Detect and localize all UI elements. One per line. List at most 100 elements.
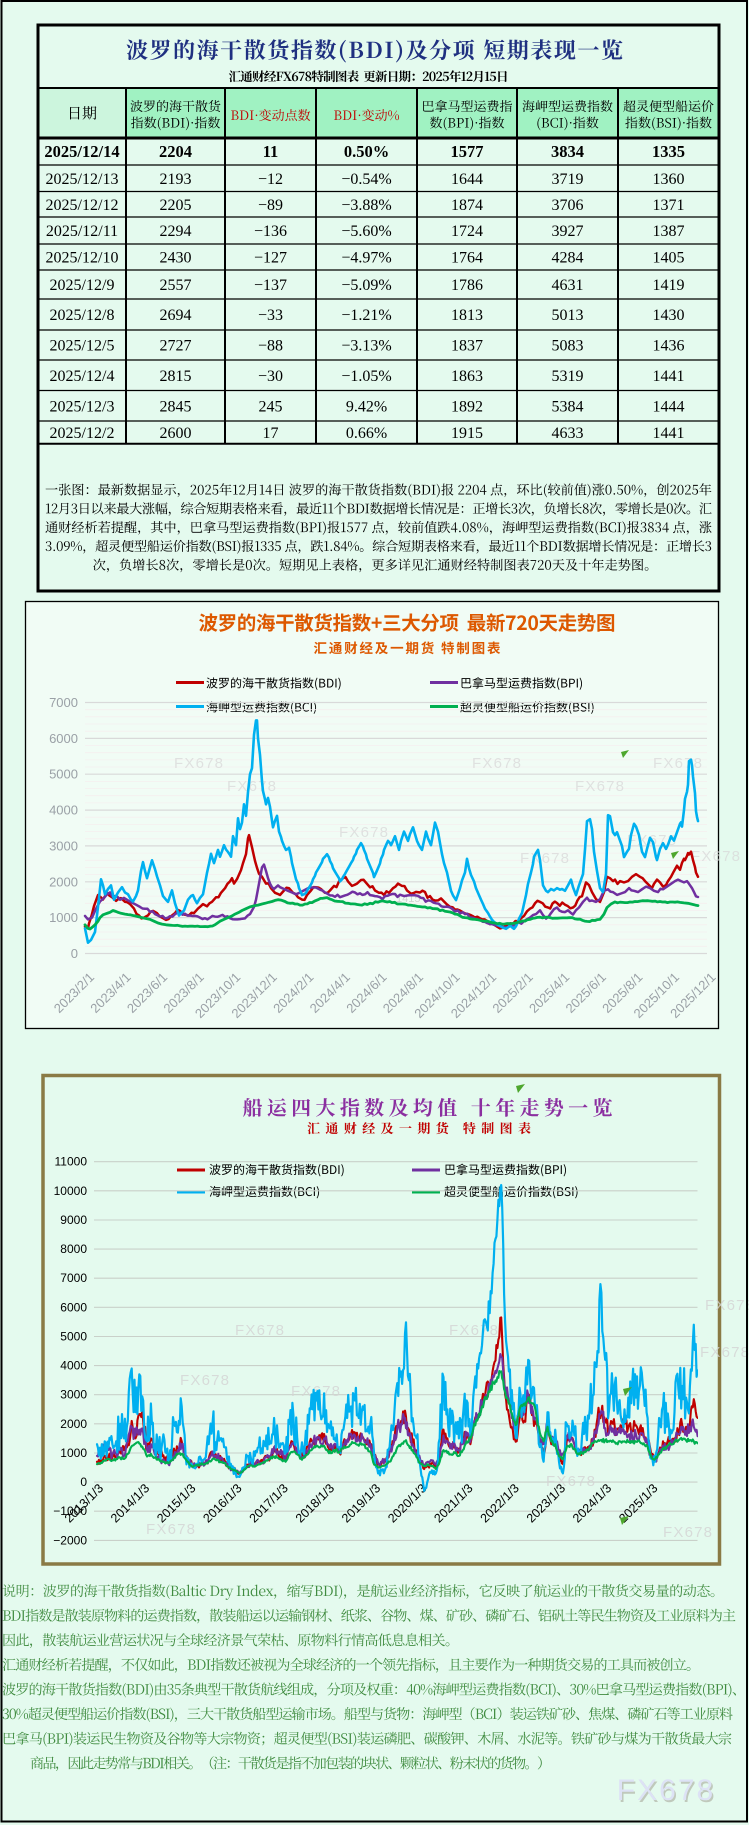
svg-text:−4.97%: −4.97% xyxy=(341,250,391,267)
svg-text:2025/12/8: 2025/12/8 xyxy=(50,307,115,324)
svg-text:2025/12/13: 2025/12/13 xyxy=(46,171,119,188)
svg-text:245: 245 xyxy=(259,398,283,415)
svg-text:1874: 1874 xyxy=(451,197,483,214)
svg-text:−136: −136 xyxy=(254,223,287,240)
svg-text:3000: 3000 xyxy=(49,838,78,853)
svg-text:1436: 1436 xyxy=(653,338,685,355)
svg-text:FX678: FX678 xyxy=(663,1524,713,1541)
svg-text:10000: 10000 xyxy=(54,1184,88,1198)
svg-text:FX678: FX678 xyxy=(146,1521,196,1538)
svg-text:−5.60%: −5.60% xyxy=(341,223,391,240)
svg-text:2430: 2430 xyxy=(160,250,192,267)
svg-text:FX678: FX678 xyxy=(291,1383,341,1400)
svg-text:1764: 1764 xyxy=(451,250,483,267)
svg-text:FX678: FX678 xyxy=(700,1344,749,1361)
svg-text:2600: 2600 xyxy=(160,425,192,442)
svg-text:−33: −33 xyxy=(258,307,283,324)
svg-text:4000: 4000 xyxy=(49,803,78,818)
svg-text:5013: 5013 xyxy=(552,307,584,324)
svg-text:0.50%: 0.50% xyxy=(344,142,389,161)
svg-text:2294: 2294 xyxy=(160,223,192,240)
svg-text:3927: 3927 xyxy=(552,223,584,240)
svg-text:1371: 1371 xyxy=(653,197,685,214)
svg-text:9.42%: 9.42% xyxy=(346,398,387,415)
svg-text:FX678: FX678 xyxy=(472,755,522,772)
svg-text:1419: 1419 xyxy=(653,277,685,294)
svg-text:−0.54%: −0.54% xyxy=(341,171,391,188)
svg-text:1915: 1915 xyxy=(451,425,483,442)
svg-text:6000: 6000 xyxy=(49,731,78,746)
svg-text:FX678: FX678 xyxy=(575,778,625,795)
svg-text:FX678: FX678 xyxy=(449,1322,499,1339)
svg-text:−5.09%: −5.09% xyxy=(341,277,391,294)
svg-text:0: 0 xyxy=(80,1475,87,1489)
svg-text:4633: 4633 xyxy=(552,425,584,442)
svg-text:FX678: FX678 xyxy=(180,1372,230,1389)
svg-text:1837: 1837 xyxy=(451,338,483,355)
svg-text:5000: 5000 xyxy=(60,1329,87,1343)
svg-text:2025/12/12: 2025/12/12 xyxy=(46,197,119,214)
svg-text:2025/12/11: 2025/12/11 xyxy=(46,223,118,240)
svg-text:−3.13%: −3.13% xyxy=(341,338,391,355)
svg-text:3834: 3834 xyxy=(551,142,584,161)
svg-text:−1.21%: −1.21% xyxy=(341,307,391,324)
svg-text:2204: 2204 xyxy=(159,142,192,161)
svg-text:6000: 6000 xyxy=(60,1300,87,1314)
svg-text:1430: 1430 xyxy=(653,307,685,324)
svg-text:2025/12/10: 2025/12/10 xyxy=(46,250,119,267)
svg-text:1441: 1441 xyxy=(653,368,685,385)
svg-text:−2000: −2000 xyxy=(53,1533,87,1547)
svg-text:3719: 3719 xyxy=(552,171,584,188)
svg-text:2193: 2193 xyxy=(160,171,192,188)
svg-text:−3.88%: −3.88% xyxy=(341,197,391,214)
svg-text:1000: 1000 xyxy=(49,910,78,925)
svg-text:4284: 4284 xyxy=(552,250,584,267)
svg-text:FX678: FX678 xyxy=(546,1473,596,1490)
svg-text:FX678: FX678 xyxy=(691,848,741,865)
svg-text:−1000: −1000 xyxy=(53,1504,87,1518)
svg-text:−1.05%: −1.05% xyxy=(341,368,391,385)
svg-text:2815: 2815 xyxy=(160,368,192,385)
svg-text:1724: 1724 xyxy=(451,223,483,240)
svg-text:2845: 2845 xyxy=(160,398,192,415)
svg-text:7000: 7000 xyxy=(60,1271,87,1285)
svg-text:1892: 1892 xyxy=(451,398,483,415)
svg-text:0: 0 xyxy=(71,946,78,961)
svg-text:2025/12/5: 2025/12/5 xyxy=(50,338,115,355)
svg-text:2000: 2000 xyxy=(60,1417,87,1431)
svg-text:2025/12/2: 2025/12/2 xyxy=(50,425,115,442)
svg-text:2000: 2000 xyxy=(49,874,78,889)
svg-text:−30: −30 xyxy=(258,368,283,385)
svg-text:11000: 11000 xyxy=(55,1155,88,1169)
svg-text:9000: 9000 xyxy=(60,1213,87,1227)
svg-text:1360: 1360 xyxy=(653,171,685,188)
svg-text:−127: −127 xyxy=(254,250,287,267)
svg-text:FX678: FX678 xyxy=(617,1774,715,1807)
svg-text:FX678: FX678 xyxy=(618,1776,716,1809)
svg-text:1577: 1577 xyxy=(451,142,484,161)
svg-text:1405: 1405 xyxy=(653,250,685,267)
svg-text:0.66%: 0.66% xyxy=(346,425,387,442)
svg-text:1335: 1335 xyxy=(652,142,685,161)
svg-text:1786: 1786 xyxy=(451,277,483,294)
svg-text:−12: −12 xyxy=(258,171,283,188)
svg-text:−137: −137 xyxy=(254,277,287,294)
svg-text:5384: 5384 xyxy=(552,398,584,415)
svg-text:5319: 5319 xyxy=(552,368,584,385)
svg-text:1863: 1863 xyxy=(451,368,483,385)
svg-text:1000: 1000 xyxy=(60,1446,87,1460)
svg-text:1444: 1444 xyxy=(653,398,685,415)
svg-text:8000: 8000 xyxy=(60,1242,87,1256)
svg-text:2557: 2557 xyxy=(160,277,192,294)
svg-text:4000: 4000 xyxy=(60,1359,87,1373)
svg-text:−88: −88 xyxy=(258,338,283,355)
svg-text:FX678: FX678 xyxy=(227,778,277,795)
svg-text:2205: 2205 xyxy=(160,197,192,214)
svg-text:3706: 3706 xyxy=(552,197,584,214)
svg-text:4631: 4631 xyxy=(552,277,584,294)
svg-text:FX678: FX678 xyxy=(339,824,389,841)
svg-text:FX678: FX678 xyxy=(235,1322,285,1339)
svg-text:1644: 1644 xyxy=(451,171,483,188)
svg-text:5000: 5000 xyxy=(49,767,78,782)
svg-text:1813: 1813 xyxy=(451,307,483,324)
